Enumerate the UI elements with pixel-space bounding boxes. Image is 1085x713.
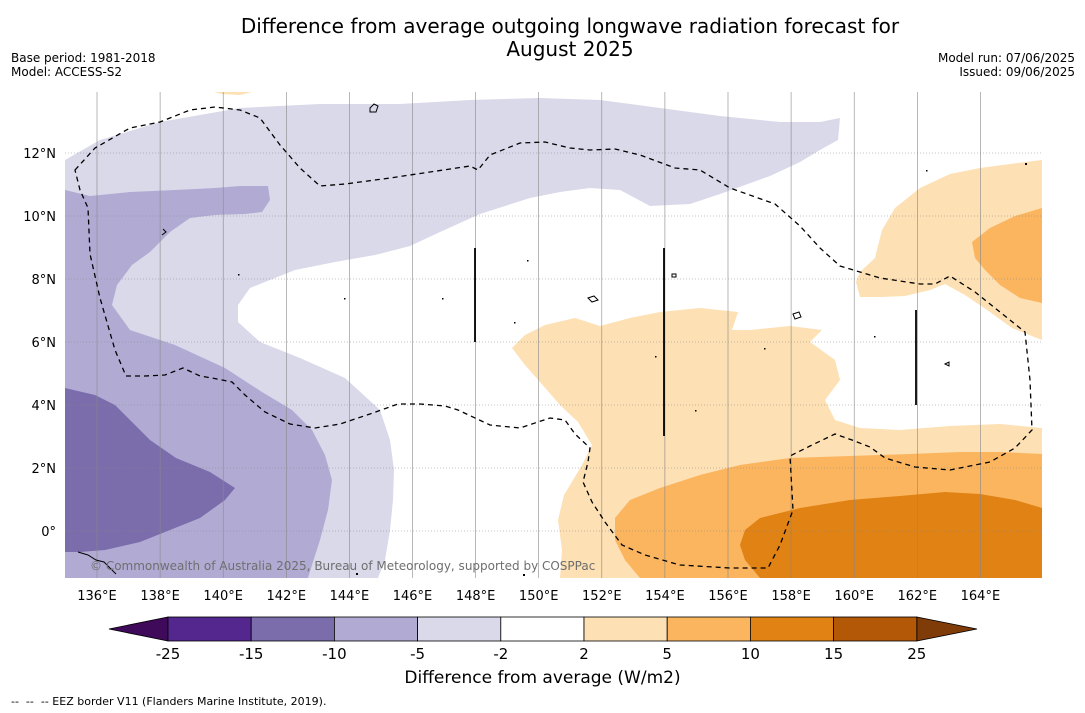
colorbar-segment [833,616,918,642]
colorbar: -25 -15 -10 -5 -2 2 5 10 15 25 [108,616,978,663]
longitude-tick-label: 154°E [645,589,685,604]
colorbar-tick-label: 25 [907,645,926,663]
model-run-label: Model run: 07/06/2025 [937,51,1075,65]
longitude-tick-label: 146°E [393,589,433,604]
colorbar-tick-label: -25 [156,645,181,663]
latitude-tick-label: 6°N [32,336,57,351]
colorbar-max-extension [916,616,978,642]
longitude-tick-label: 142°E [267,589,307,604]
colorbar-segment [583,616,668,642]
latitude-tick-label: 10°N [23,210,56,225]
latitude-tick-label: 0° [41,525,56,540]
chart-title-line2: August 2025 [506,37,634,61]
latitude-tick-label: 2°N [32,462,57,477]
latitude-labels: 12°N 10°N 8°N 6°N 4°N 2°N 0° [23,147,56,540]
longitude-tick-label: 144°E [330,589,370,604]
colorbar-tick-label: -5 [410,645,425,663]
longitude-tick-label: 152°E [582,589,622,604]
colorbar-tick-label: -2 [493,645,508,663]
latitude-tick-label: 12°N [23,147,56,162]
base-period-label: Base period: 1981-2018 [11,51,156,65]
colorbar-segment [500,616,585,642]
island-features [77,103,950,575]
longitude-tick-label: 150°E [519,589,559,604]
anomaly-region-orange-east [972,208,1042,303]
eez-footnote: -- -- -- EEZ border V11 (Flanders Marine… [11,695,327,708]
anomaly-region-light-orange-east [856,160,1042,340]
colorbar-tick-label: -15 [239,645,264,663]
model-label: Model: ACCESS-S2 [11,65,123,79]
colorbar-segment [417,616,502,642]
anomaly-region-dark-purple [65,388,235,552]
longitude-tick-label: 136°E [77,589,117,604]
longitude-tick-label: 148°E [456,589,496,604]
longitude-tick-label: 164°E [961,589,1001,604]
vertical-boundary-segments [474,248,917,436]
latitude-tick-label: 4°N [32,399,57,414]
colorbar-segment [333,616,418,642]
anomaly-region-dark-orange-south [740,492,1042,578]
longitude-tick-label: 162°E [898,589,938,604]
graticule [65,92,1042,578]
colorbar-tick-label: -10 [322,645,347,663]
colorbar-segment [750,616,835,642]
island-dots [238,163,1027,576]
map-area [65,92,1042,578]
colorbar-min-extension [108,616,169,642]
colorbar-tick-label: 5 [662,645,672,663]
longitude-tick-label: 158°E [771,589,811,604]
longitude-tick-label: 138°E [140,589,180,604]
issued-label: Issued: 09/06/2025 [959,65,1075,79]
colorbar-tick-label: 15 [824,645,843,663]
longitude-labels: 136°E 138°E 140°E 142°E 144°E 146°E 148°E 150°E… [77,589,1000,604]
colorbar-segment [666,616,751,642]
longitude-tick-label: 156°E [708,589,748,604]
colorbar-tick-label: 2 [579,645,589,663]
colorbar-title: Difference from average (W/m2) [404,668,681,688]
latitude-tick-label: 8°N [32,273,57,288]
colorbar-tick-label: 10 [741,645,760,663]
colorbar-segment [250,616,335,642]
eez-border-line [74,106,1033,569]
colorbar-segment [167,616,252,642]
chart-title-line1: Difference from average outgoing longwav… [240,14,900,38]
copyright-text: © Commonwealth of Australia 2025, Bureau… [90,559,595,573]
longitude-tick-label: 160°E [834,589,874,604]
longitude-tick-label: 140°E [203,589,243,604]
